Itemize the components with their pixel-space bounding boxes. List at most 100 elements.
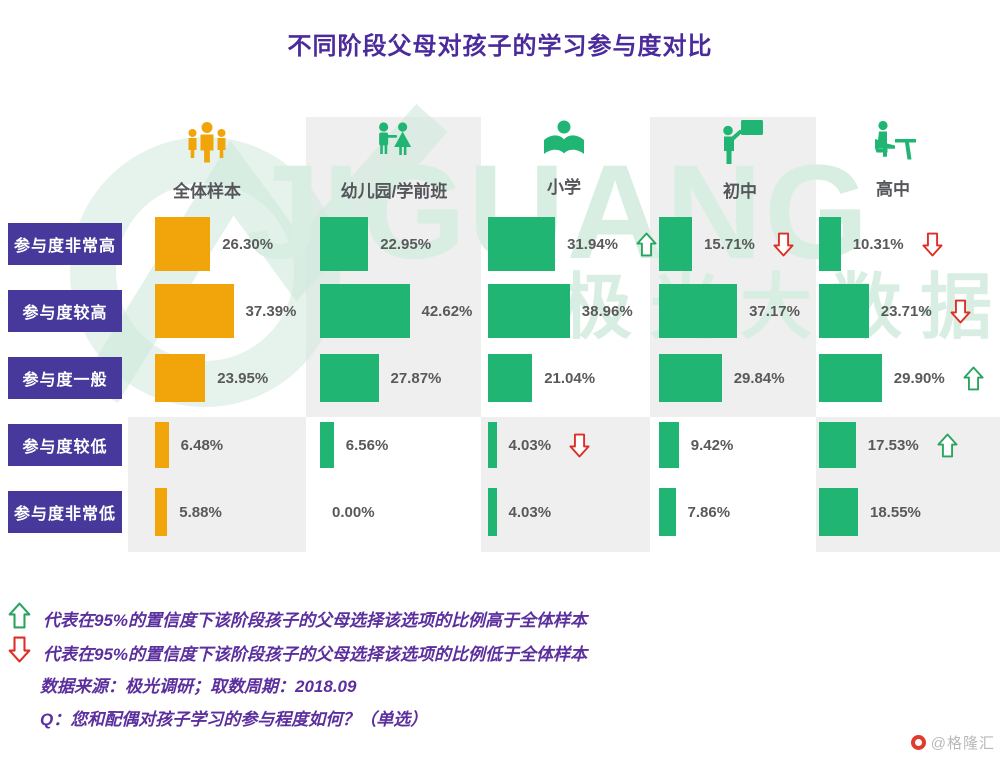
bar [819,488,858,536]
bar [659,422,679,468]
bar-value-label: 27.87% [390,369,442,387]
bar-cell: 38.96% [488,284,633,338]
row-label-1: 参与度较高 [8,290,122,332]
bar [488,488,497,536]
bar-cell: 4.03% [488,488,551,536]
bar [659,217,692,271]
bar [155,284,234,338]
legend-row-1: 代表在95%的置信度下该阶段孩子的父母选择该选项的比例低于全体样本 [8,636,587,668]
bar [488,422,497,468]
bar [155,217,211,271]
survey-question-note: Q：您和配偶对孩子学习的参与程度如何？（单选） [40,710,428,729]
bar-cell: 37.39% [155,284,296,338]
up-arrow-icon [8,602,31,634]
bar-cell: 18.55% [819,488,921,536]
bar [155,354,206,402]
bar [320,422,334,468]
column-label: 初中 [723,182,757,201]
column-header-4: 高中 [868,118,918,200]
row-label-4: 参与度非常低 [8,491,122,533]
reading-icon [540,120,588,168]
bar-value-label: 29.84% [733,369,785,387]
page-title: 不同阶段父母对孩子的学习参与度对比 [287,33,713,60]
people-group-icon [184,122,230,172]
bar-value-label: 38.96% [581,302,633,320]
bar-cell: 29.90% [819,354,984,402]
bar-cell: 7.86% [659,488,730,536]
bar [488,217,556,271]
bar-value-label: 23.71% [880,302,932,320]
column-header-1: 幼儿园/学前班 [341,118,447,202]
bar-value-label: 21.04% [544,369,596,387]
desk-study-icon [868,120,918,170]
bar-value-label: 0.00% [332,503,375,521]
gelonghui-logo-icon [910,735,926,750]
bar-value-label: 10.31% [852,235,904,253]
up-arrow-icon [937,433,958,458]
bar-value-label: 6.48% [180,436,224,454]
down-arrow-icon [8,636,31,668]
bar-cell: 21.04% [488,354,595,402]
bar-cell: 27.87% [320,354,441,402]
bar-value-label: 15.71% [704,235,755,253]
bar-cell: 42.62% [320,284,472,338]
bar-cell: 22.95% [320,217,431,271]
bar [659,284,738,338]
bar-value-label: 42.62% [421,302,473,320]
up-arrow-icon [636,232,657,257]
bar [320,354,379,402]
bar-value-label: 23.95% [217,369,269,387]
column-gray-band [481,417,650,552]
down-arrow-icon [569,433,590,458]
bar-value-label: 7.86% [687,503,731,521]
teacher-icon [715,120,765,172]
bar-cell: 17.53% [819,422,958,468]
column-label: 高中 [876,180,910,199]
bar [659,354,722,402]
down-arrow-icon [950,299,971,324]
publisher-credit: @格隆汇 [910,732,995,753]
bar-value-label: 22.95% [380,235,432,253]
bar [488,284,570,338]
bar-cell: 29.84% [659,354,785,402]
bar-cell: 0.00% [320,488,375,536]
bar-value-label: 5.88% [179,503,222,521]
bar [320,284,410,338]
bar-value-label: 4.03% [508,503,552,521]
credit-text: @格隆汇 [930,735,995,752]
bar [819,217,841,271]
legend-text: 代表在95%的置信度下该阶段孩子的父母选择该选项的比例高于全体样本 [43,610,588,630]
bar-cell: 10.31% [819,217,943,271]
bar [819,354,882,402]
row-label-0: 参与度非常高 [8,223,122,265]
column-header-0: 全体样本 [173,118,241,202]
down-arrow-icon [922,232,943,257]
data-source-note: 数据来源：极光调研；取数周期：2018.09 [40,677,357,696]
column-header-3: 初中 [715,118,765,202]
bar-value-label: 18.55% [870,503,921,521]
bar [819,422,856,468]
bar [488,354,533,402]
down-arrow-icon [773,232,794,257]
bar-value-label: 31.94% [567,235,618,253]
legend-row-0: 代表在95%的置信度下该阶段孩子的父母选择该选项的比例高于全体样本 [8,602,587,634]
bar-cell: 23.95% [155,354,268,402]
bar [819,284,869,338]
bar-cell: 26.30% [155,217,273,271]
legend-text: 代表在95%的置信度下该阶段孩子的父母选择该选项的比例低于全体样本 [43,644,588,664]
children-icon [372,122,416,172]
bar-cell: 31.94% [488,217,657,271]
bar-cell: 23.71% [819,284,971,338]
bar [155,422,169,468]
bar-cell: 4.03% [488,422,590,468]
column-label: 全体样本 [173,182,241,201]
bar-cell: 37.17% [659,284,800,338]
row-label-3: 参与度较低 [8,424,122,466]
bar-value-label: 37.39% [245,302,297,320]
bar [155,488,168,536]
column-label: 小学 [547,178,581,197]
bar [320,217,369,271]
bar-value-label: 9.42% [690,436,734,454]
bar-value-label: 26.30% [222,235,274,253]
bar-cell: 9.42% [659,422,733,468]
